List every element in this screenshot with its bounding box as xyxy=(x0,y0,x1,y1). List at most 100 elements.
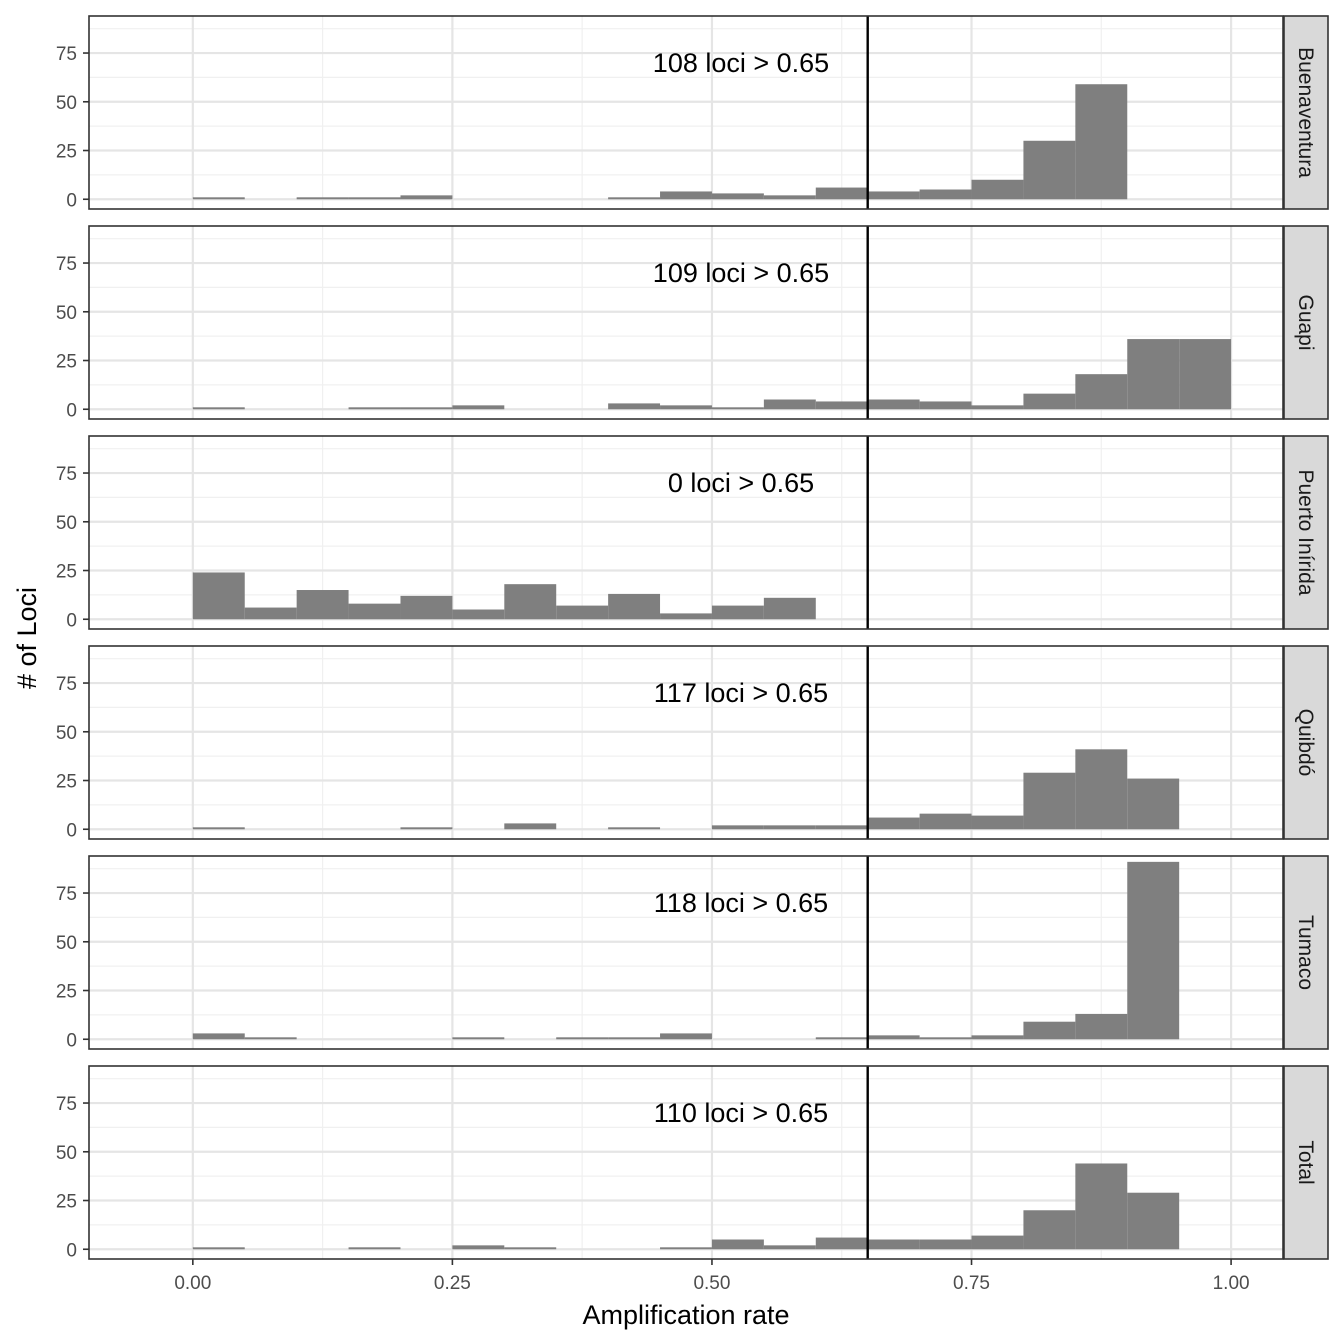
histogram-bar xyxy=(504,584,557,620)
histogram-bar xyxy=(400,407,453,410)
histogram-bar xyxy=(815,401,868,410)
y-tick-label: 25 xyxy=(56,142,77,163)
histogram-bar xyxy=(504,823,557,830)
histogram-bar xyxy=(1023,1021,1076,1040)
histogram-bar xyxy=(867,191,920,200)
histogram-bar xyxy=(504,1247,557,1250)
histogram-bar xyxy=(556,605,609,620)
threshold-annotation: 109 loci > 0.65 xyxy=(653,258,829,288)
histogram-bar xyxy=(660,1247,712,1250)
x-axis-title: Amplification rate xyxy=(582,1300,789,1330)
histogram-bar xyxy=(556,1037,609,1040)
facet-panel: 109 loci > 0.65 0 25 50 75 Guapi xyxy=(56,225,1329,421)
facet-strip xyxy=(1283,435,1329,630)
histogram-bar xyxy=(971,179,1024,200)
histogram-bar xyxy=(452,1245,505,1250)
histogram-bar xyxy=(192,1247,245,1250)
histogram-bar xyxy=(660,613,712,620)
histogram-bar xyxy=(919,401,972,410)
facet-panel: 118 loci > 0.65 0 25 50 75 Tumaco xyxy=(56,855,1329,1051)
histogram-bar xyxy=(400,195,453,200)
histogram-bar xyxy=(244,1037,297,1040)
histogram-bar xyxy=(348,1247,401,1250)
histogram-bar xyxy=(452,609,505,620)
histogram-bar xyxy=(244,607,297,620)
histogram-bar xyxy=(192,197,245,200)
histogram-bar xyxy=(660,405,712,410)
histogram-bar xyxy=(296,197,349,200)
threshold-annotation: 117 loci > 0.65 xyxy=(654,678,828,708)
panel-border xyxy=(88,435,1284,630)
y-tick-label: 0 xyxy=(66,820,77,841)
histogram-bar xyxy=(1075,749,1128,830)
x-tick-label: 0.25 xyxy=(434,1273,471,1294)
histogram-bar xyxy=(763,597,816,620)
histogram-bar xyxy=(815,1037,868,1040)
x-tick-label: 1.00 xyxy=(1213,1273,1250,1294)
histogram-bar xyxy=(763,195,816,200)
y-tick-label: 0 xyxy=(66,1030,77,1051)
y-tick-label: 50 xyxy=(56,1143,77,1164)
histogram-bar xyxy=(1023,1210,1076,1250)
y-tick-label: 75 xyxy=(56,44,77,65)
histogram-bar xyxy=(919,813,972,830)
histogram-bar xyxy=(192,407,245,410)
y-tick-label: 50 xyxy=(56,933,77,954)
facet-panel: 117 loci > 0.65 0 25 50 75 Quibdó xyxy=(56,645,1329,841)
histogram-bar xyxy=(608,197,661,200)
y-tick-label: 25 xyxy=(56,352,77,373)
facet-strip xyxy=(1283,645,1329,840)
y-tick-label: 0 xyxy=(66,190,77,211)
histogram-bar xyxy=(711,1239,764,1250)
y-tick-label: 50 xyxy=(56,513,77,534)
histogram-bar xyxy=(1127,1192,1180,1250)
histogram-bar xyxy=(348,603,401,620)
histogram-bar xyxy=(711,407,764,410)
histogram-bar xyxy=(1023,393,1076,410)
panel-border xyxy=(88,645,1284,840)
histogram-bar xyxy=(452,1037,505,1040)
x-tick-label: 0.75 xyxy=(953,1273,990,1294)
facet-strip xyxy=(1283,15,1329,210)
histogram-bar xyxy=(452,405,505,410)
y-tick-label: 75 xyxy=(56,1094,77,1115)
threshold-annotation: 110 loci > 0.65 xyxy=(654,1098,828,1128)
histogram-bar xyxy=(971,405,1024,410)
histogram-bar xyxy=(815,825,868,830)
histogram-bar xyxy=(192,572,245,620)
y-tick-label: 50 xyxy=(56,723,77,744)
facet-panel: 0 loci > 0.65 0 25 50 75 Puerto Inírida xyxy=(56,435,1329,631)
histogram-bar xyxy=(400,827,453,830)
facet-strip-label: Quibdó xyxy=(1294,709,1317,777)
y-tick-label: 75 xyxy=(56,254,77,275)
y-tick-label: 25 xyxy=(56,772,77,793)
y-tick-label: 50 xyxy=(56,303,77,324)
histogram-bar xyxy=(608,593,661,620)
histogram-bar xyxy=(192,827,245,830)
y-tick-label: 0 xyxy=(66,1240,77,1261)
y-tick-label: 75 xyxy=(56,674,77,695)
threshold-annotation: 108 loci > 0.65 xyxy=(653,48,829,78)
histogram-bar xyxy=(815,187,868,200)
histogram-bar xyxy=(711,605,764,620)
y-tick-label: 50 xyxy=(56,93,77,114)
x-tick-label: 0.00 xyxy=(174,1273,211,1294)
y-tick-label: 75 xyxy=(56,464,77,485)
histogram-bar xyxy=(867,817,920,830)
histogram-bar xyxy=(919,189,972,200)
histogram-bar xyxy=(1127,778,1180,830)
histogram-bar xyxy=(1023,772,1076,830)
histogram-bar xyxy=(867,1035,920,1040)
histogram-bar xyxy=(919,1239,972,1250)
histogram-bar xyxy=(1075,374,1128,410)
histogram-bar xyxy=(1075,1013,1128,1040)
panel-border xyxy=(88,855,1284,1050)
histogram-bar xyxy=(763,825,816,830)
threshold-annotation: 118 loci > 0.65 xyxy=(654,888,828,918)
histogram-bar xyxy=(867,399,920,410)
facet-strip-label: Guapi xyxy=(1294,294,1317,350)
histogram-bar xyxy=(1127,339,1180,410)
facet-panel: 108 loci > 0.65 0 25 50 75 Buenaventura xyxy=(56,15,1329,211)
facet-panels: 108 loci > 0.65 0 25 50 75 Buenaventura 109 lo… xyxy=(56,15,1329,1261)
x-tick-label: 0.50 xyxy=(693,1273,730,1294)
